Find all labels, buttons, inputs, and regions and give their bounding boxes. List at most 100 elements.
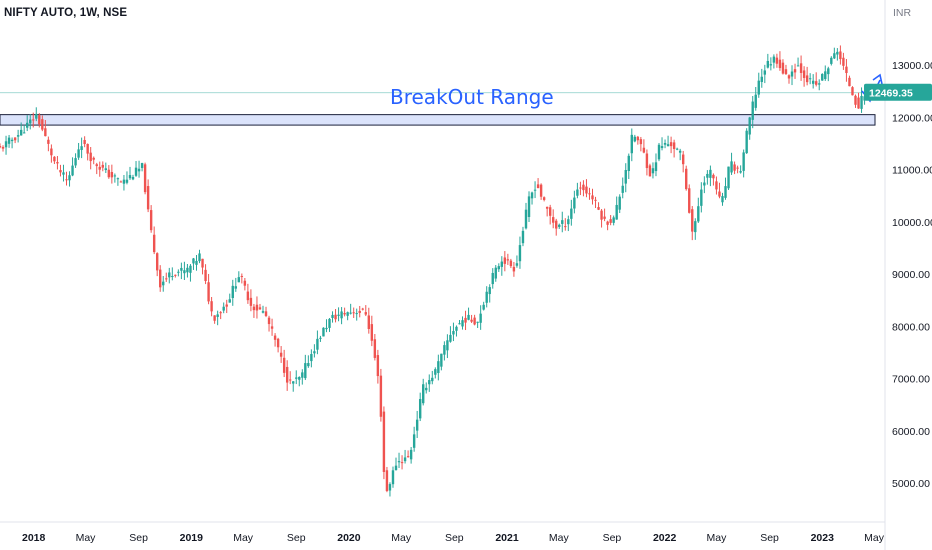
- candle-body: [733, 164, 736, 171]
- candle-body: [319, 337, 322, 339]
- candle-body: [787, 75, 791, 79]
- candle-body: [790, 71, 794, 77]
- candle-body: [805, 75, 809, 83]
- symbol-title[interactable]: NIFTY AUTO, 1W, NSE: [4, 7, 128, 19]
- time-tick-label: 2021: [495, 532, 519, 544]
- time-axis[interactable]: 2018 May Sep 2019 May Sep 2020 May Sep 2021 May Sep…: [0, 521, 885, 544]
- candle-body: [830, 57, 833, 64]
- candle-body: [346, 312, 349, 316]
- candle-body: [409, 449, 413, 460]
- candle-body: [630, 134, 633, 154]
- candle-body: [307, 363, 310, 367]
- candle-body: [237, 277, 241, 283]
- candle-body: [663, 142, 667, 145]
- candle-body: [545, 206, 549, 209]
- candle-body: [660, 146, 664, 149]
- candle-body: [669, 142, 673, 147]
- candle-body: [143, 164, 147, 193]
- candle-body: [137, 168, 141, 172]
- candle-body: [561, 220, 564, 224]
- candle-body: [149, 210, 153, 231]
- candle-body: [449, 334, 452, 342]
- candle-body: [639, 139, 643, 145]
- time-tick-label: May: [233, 532, 254, 544]
- candle-body: [240, 276, 244, 278]
- candle-body: [285, 366, 289, 383]
- candle-body: [412, 434, 416, 448]
- candle-body: [331, 314, 334, 318]
- candle-body: [621, 185, 624, 193]
- candle-body: [455, 326, 458, 331]
- breakout-range-label[interactable]: BreakOut Range: [390, 85, 554, 109]
- candle-body: [7, 137, 11, 144]
- candle-body: [488, 287, 491, 295]
- candle-body: [174, 274, 177, 276]
- candle-body: [101, 164, 104, 168]
- candle-body: [491, 272, 494, 285]
- candle-body: [588, 193, 591, 195]
- candle-body: [246, 291, 250, 301]
- candle-body: [721, 196, 724, 203]
- candle-body: [119, 181, 123, 183]
- candle-body: [59, 170, 62, 173]
- candle-body: [536, 184, 540, 189]
- candle-body: [748, 117, 751, 135]
- candle-body: [443, 345, 446, 355]
- candle-body: [222, 306, 225, 311]
- candle-body: [310, 354, 313, 362]
- candle-body: [261, 311, 265, 313]
- candle-body: [651, 168, 655, 174]
- candle-body: [691, 209, 694, 232]
- candle-body: [77, 149, 80, 158]
- candle-body: [724, 186, 727, 198]
- candle-body: [766, 60, 770, 68]
- price-tick-label: 6000.00: [892, 426, 930, 438]
- candle-body: [146, 186, 150, 210]
- candle-body: [270, 326, 274, 329]
- candle-body: [694, 221, 697, 233]
- candle-body: [225, 304, 228, 307]
- candle-body: [373, 339, 377, 358]
- candle-body: [827, 68, 830, 75]
- last-price-badge: [864, 83, 932, 101]
- candle-body: [742, 152, 745, 171]
- candle-body: [839, 51, 842, 60]
- candle-body: [706, 173, 709, 178]
- candle-body: [600, 210, 603, 220]
- candle-body: [524, 209, 528, 229]
- candle-body: [757, 80, 760, 95]
- candle-body: [4, 141, 8, 148]
- candle-body: [857, 97, 860, 109]
- last-price-label: 12469.35: [869, 88, 913, 100]
- candle-body: [189, 265, 192, 273]
- candle-body: [210, 301, 213, 312]
- candle-body: [71, 165, 74, 176]
- candle-body: [811, 80, 815, 84]
- time-tick-label: 2020: [337, 532, 361, 544]
- candle-body: [231, 285, 234, 299]
- price-axis[interactable]: 13000.00 12000.00 11000.00 10000.00 9000.00 8…: [884, 0, 932, 550]
- candle-body: [168, 272, 171, 278]
- candle-body: [243, 280, 247, 286]
- price-tick-label: 11000.00: [892, 165, 932, 177]
- time-tick-label: May: [707, 532, 728, 544]
- time-tick-label: Sep: [287, 532, 306, 544]
- candle-body: [255, 304, 259, 311]
- candle-body: [403, 457, 407, 462]
- candle-body: [512, 266, 516, 272]
- candle-body: [573, 197, 576, 209]
- candle-body: [104, 168, 108, 171]
- candle-body: [186, 267, 189, 273]
- candle-body: [446, 340, 449, 351]
- candle-body: [180, 267, 183, 271]
- candle-body: [467, 314, 470, 320]
- candle-body: [763, 70, 767, 75]
- candle-body: [428, 380, 431, 385]
- breakout-zone-rect[interactable]: [0, 114, 876, 126]
- candle-body: [376, 355, 380, 377]
- candle-body: [10, 139, 14, 142]
- price-tick-label: 7000.00: [892, 374, 930, 386]
- candle-body: [13, 137, 17, 141]
- candle-body: [437, 361, 440, 374]
